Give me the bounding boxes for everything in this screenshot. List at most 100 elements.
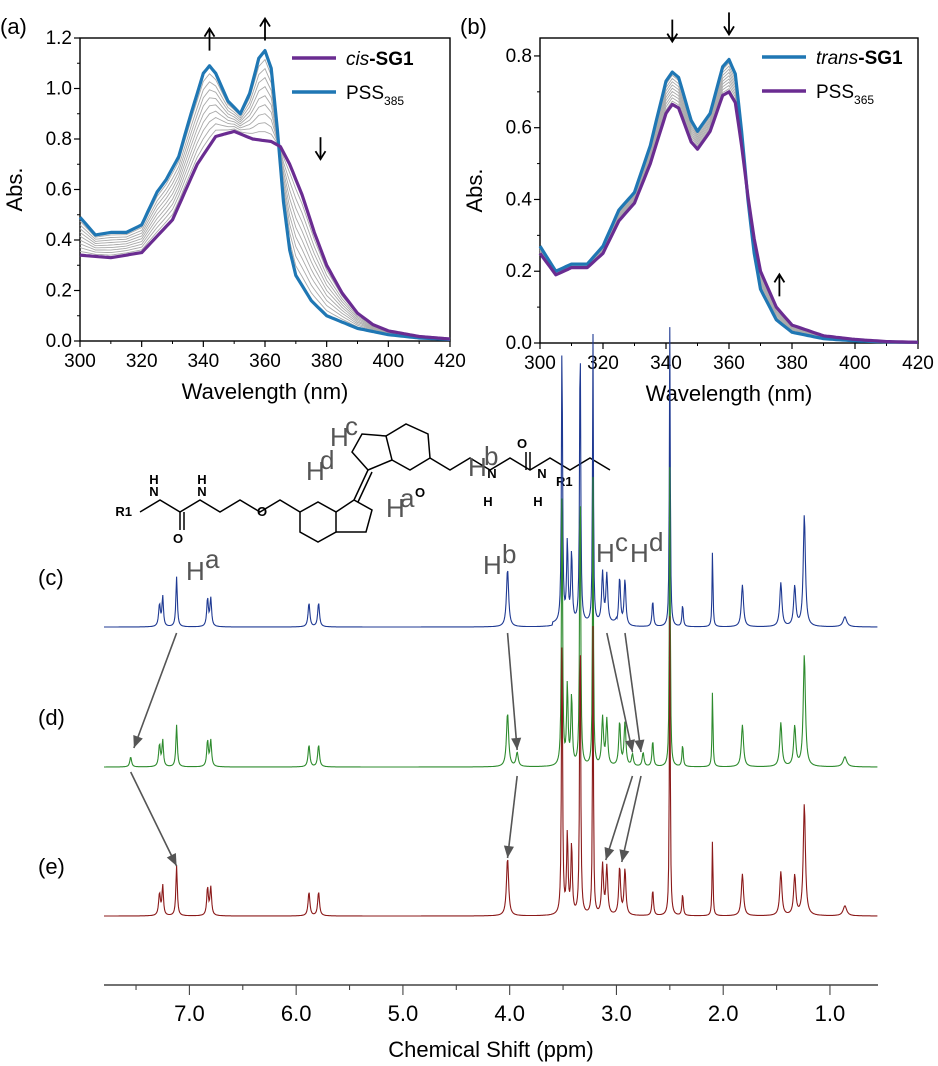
nmr-x-tick-label: 1.0 bbox=[815, 1001, 846, 1026]
y-axis-label: Abs. bbox=[462, 168, 487, 212]
y-tick-label: 0.8 bbox=[46, 129, 72, 150]
peak-annotation: H bbox=[186, 556, 205, 586]
plot-frame bbox=[79, 37, 451, 342]
y-tick-label: 0.6 bbox=[506, 118, 532, 139]
right-benzene bbox=[385, 423, 431, 471]
nmr-x-tick-label: 4.0 bbox=[494, 1001, 525, 1026]
legend-entry-bold: -SG1 bbox=[369, 49, 414, 70]
atom-label: O bbox=[257, 504, 267, 519]
panel-label: (b) bbox=[460, 14, 487, 39]
atom-label: H bbox=[483, 494, 492, 509]
shift-arrow-head bbox=[503, 845, 514, 858]
atom-label: O bbox=[173, 531, 183, 546]
peak-annotation-superscript: c bbox=[615, 527, 628, 557]
shift-arrow bbox=[624, 632, 642, 753]
intermediate-curve bbox=[539, 84, 919, 343]
intermediate-curve bbox=[79, 95, 451, 340]
y-tick-label: 0.2 bbox=[46, 281, 72, 302]
x-tick-label: 360 bbox=[713, 353, 745, 374]
spectrum-label: (e) bbox=[38, 854, 65, 879]
series-line-PSS385 bbox=[78, 49, 451, 342]
proton-label: H bbox=[468, 452, 487, 482]
intermediate-curve bbox=[539, 87, 919, 343]
panel-b: 300 320 340 360 380 400 420 0.0 0.2 0.4 0.6 0.8 Wave… bbox=[460, 12, 934, 406]
legend-entry: PSS365 bbox=[816, 82, 874, 107]
nmr-x-tick-label: 3.0 bbox=[601, 1001, 632, 1026]
shift-arrow bbox=[620, 775, 642, 863]
y-tick-label: 0.6 bbox=[46, 180, 72, 201]
atom-label: R1 bbox=[556, 474, 573, 489]
left-benzene bbox=[299, 501, 337, 543]
proton-label-superscript: d bbox=[320, 445, 334, 475]
intermediate-curve bbox=[539, 71, 919, 343]
shift-arrow-head bbox=[619, 849, 630, 862]
shift-arrow-head bbox=[634, 739, 645, 752]
shift-arrow bbox=[133, 632, 178, 749]
legend-entry-main: PSS bbox=[816, 82, 854, 103]
nmr-x-tick-label: 6.0 bbox=[281, 1001, 312, 1026]
trend-arrow-head bbox=[314, 150, 327, 161]
intermediate-curve bbox=[539, 81, 919, 343]
y-tick-label: 1.2 bbox=[46, 28, 72, 49]
trend-arrow-head bbox=[773, 272, 786, 283]
shift-arrow-head bbox=[604, 847, 615, 860]
x-tick-label: 420 bbox=[434, 351, 466, 372]
plot-frame bbox=[539, 37, 919, 344]
trend-arrow-head bbox=[203, 26, 216, 38]
spectrum-label: (c) bbox=[38, 565, 64, 590]
y-tick-label: 0.8 bbox=[506, 46, 532, 67]
atom-label: N bbox=[487, 466, 496, 481]
intermediate-curve bbox=[79, 67, 451, 340]
right-chain bbox=[429, 457, 611, 471]
intermediate-curve bbox=[79, 85, 451, 340]
nmr-spectrum-(e) bbox=[104, 616, 878, 917]
shift-arrow bbox=[506, 632, 518, 751]
proton-label-superscript: a bbox=[400, 483, 415, 513]
atom-label: N bbox=[149, 484, 158, 499]
x-axis-label: Wavelength (nm) bbox=[182, 379, 349, 404]
proton-label-superscript: c bbox=[345, 411, 358, 441]
peak-annotation: H bbox=[483, 550, 502, 580]
proton-label: H bbox=[330, 422, 349, 452]
peak-annotation: H bbox=[596, 538, 615, 568]
legend-entry: cis-SG1 bbox=[346, 49, 414, 70]
y-axis-label: Abs. bbox=[2, 167, 27, 211]
atom-label: N bbox=[537, 466, 546, 481]
legend-entry: PSS385 bbox=[346, 83, 404, 108]
legend-entry-main: PSS bbox=[346, 83, 384, 104]
x-tick-label: 320 bbox=[587, 353, 619, 374]
left-chain bbox=[139, 499, 301, 513]
shift-arrow-head bbox=[511, 737, 522, 750]
right-cyclopentane bbox=[351, 433, 393, 471]
intermediate-curve bbox=[539, 65, 919, 343]
legend-entry: trans-SG1 bbox=[816, 48, 903, 69]
shift-arrow-head bbox=[166, 853, 177, 866]
x-tick-label: 360 bbox=[249, 351, 281, 372]
x-tick-label: 300 bbox=[64, 351, 96, 372]
nmr-x-tick-label: 7.0 bbox=[174, 1001, 205, 1026]
x-tick-label: 420 bbox=[902, 353, 934, 374]
x-axis-label: Wavelength (nm) bbox=[646, 381, 813, 406]
legend-entry-italic: cis bbox=[346, 49, 370, 70]
atom-label: N bbox=[197, 484, 206, 499]
atom-label: O bbox=[517, 436, 527, 451]
shift-arrow-head bbox=[624, 739, 635, 752]
intermediate-curve bbox=[539, 68, 919, 343]
left-cyclopentane bbox=[335, 499, 373, 533]
intermediate-curve bbox=[539, 78, 919, 343]
shift-arrow bbox=[129, 771, 178, 867]
nmr-spectrum-(d) bbox=[104, 467, 878, 768]
x-tick-label: 380 bbox=[776, 353, 808, 374]
x-tick-label: 400 bbox=[839, 353, 871, 374]
double-bond bbox=[353, 469, 369, 501]
proton-label-superscript: b bbox=[484, 441, 498, 471]
intermediate-curve bbox=[79, 76, 451, 340]
legend-entry-sub: 385 bbox=[384, 94, 404, 108]
series-line-cis-SG1 bbox=[79, 129, 451, 341]
x-tick-label: 340 bbox=[650, 353, 682, 374]
trend-arrow-head bbox=[666, 33, 679, 44]
y-tick-label: 0.4 bbox=[46, 230, 73, 251]
